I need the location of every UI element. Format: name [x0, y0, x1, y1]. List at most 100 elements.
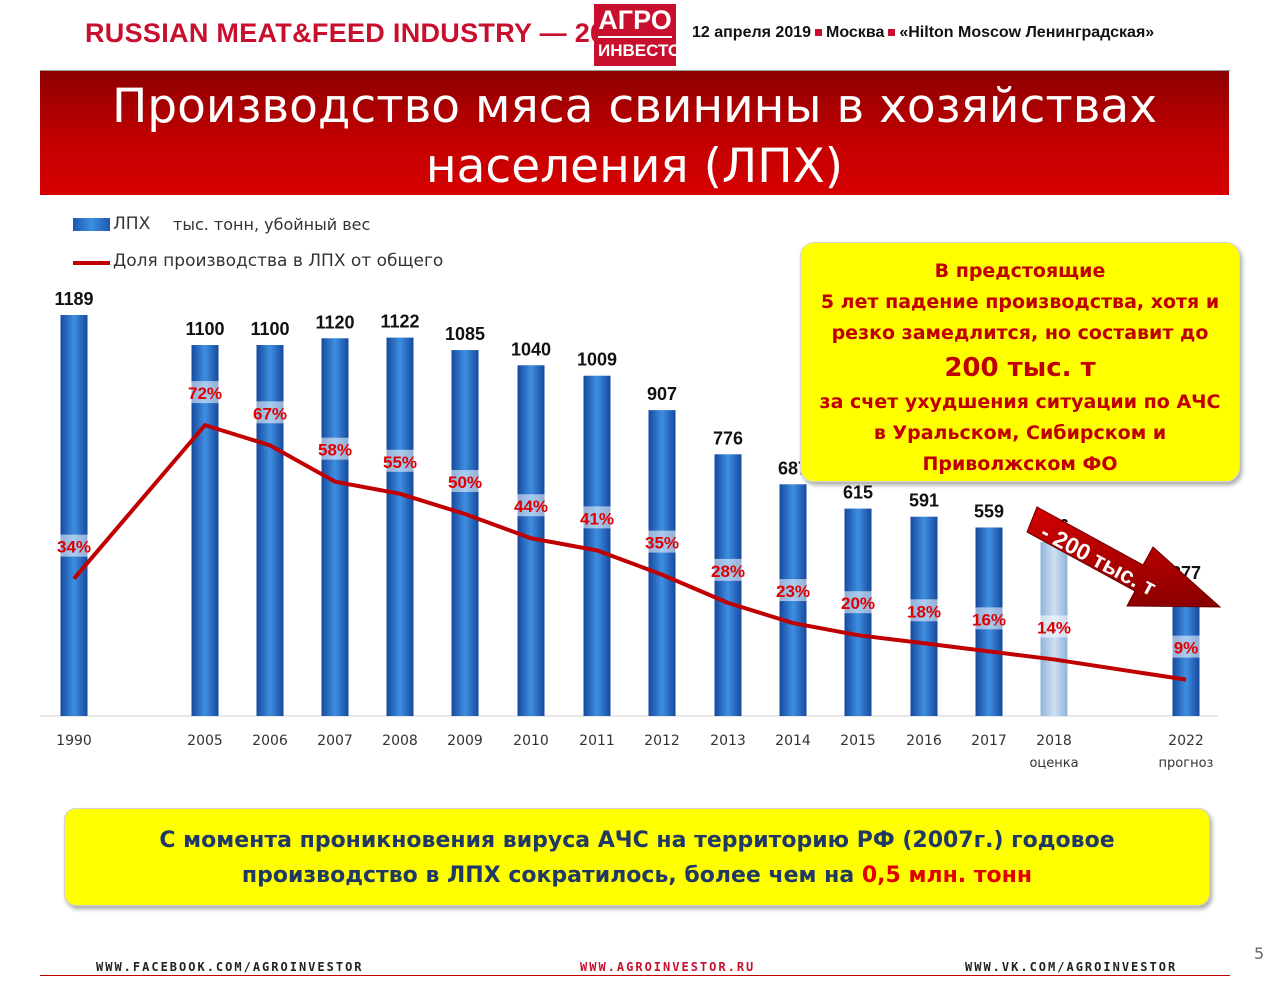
bar-label-band-2008 — [386, 449, 414, 472]
legend-bar-label: ЛПХ — [113, 214, 151, 234]
bar-label-band-2018 — [1040, 615, 1068, 638]
line-value-label: 55% — [383, 453, 417, 472]
footer-divider — [40, 975, 1230, 976]
callout-line5: в Уральском, Сибирском и — [873, 422, 1167, 444]
line-value-label: 41% — [580, 509, 614, 528]
bar-value-label: 591 — [909, 491, 939, 511]
footer-facebook-link[interactable]: WWW.FACEBOOK.COM/AGROINVESTOR — [96, 960, 364, 974]
line-value-label: 72% — [188, 384, 222, 403]
bar-2009 — [451, 350, 479, 716]
bar-2011 — [583, 375, 611, 716]
bar-value-label: 1100 — [250, 319, 289, 339]
x-tick-label: 2016 — [906, 733, 942, 749]
summary-line2-text: производство в ЛПХ сократилось, более че… — [241, 863, 862, 888]
line-value-label: 58% — [318, 441, 352, 460]
event-title: RUSSIAN MEAT&FEED INDUSTRY — 2019 — [85, 18, 636, 48]
bar-label-band-2016 — [910, 599, 938, 622]
x-tick-label: 2014 — [775, 733, 811, 749]
arrow-label: - 200 тыс. т — [1037, 518, 1161, 600]
bar-label-band-2013 — [714, 558, 742, 581]
summary-line2: производство в ЛПХ сократилось, более че… — [65, 858, 1209, 893]
bullet-square-icon — [888, 29, 896, 36]
bar-1990 — [60, 315, 88, 716]
footer-site-link[interactable]: WWW.AGROINVESTOR.RU — [580, 960, 756, 974]
title-line1: Производство мяса свинины в хозяйствах — [111, 79, 1158, 134]
line-value-label: 34% — [57, 538, 91, 557]
callout-line4: за счет ухудшения ситуации по АЧС — [819, 391, 1221, 413]
bar-value-label: 907 — [647, 384, 677, 404]
x-tick-label: 2022 — [1168, 733, 1204, 749]
event-venue: «Hilton Moscow Ленинградская» — [899, 24, 1155, 41]
bar-label-band-2010 — [517, 494, 545, 517]
line-value-label: 44% — [514, 497, 548, 516]
bar-value-label: 1040 — [511, 339, 551, 359]
footer-vk-link[interactable]: WWW.VK.COM/AGROINVESTOR — [965, 960, 1178, 974]
title-banner: Производство мяса свинины в хозяйствах н… — [40, 71, 1229, 195]
logo-line1: АГРО — [598, 5, 672, 35]
line-value-label: 9% — [1174, 639, 1199, 658]
x-tick-label: 2018 — [1036, 733, 1072, 749]
bar-value-label: 559 — [974, 501, 1004, 521]
bar-2008 — [386, 337, 414, 716]
down-arrow-icon: - 200 тыс. т — [1026, 506, 1222, 608]
summary-highlight: 0,5 млн. тонн — [861, 863, 1033, 888]
legend-line-label: Доля производства в ЛПХ от общего — [113, 251, 444, 271]
line-value-label: 50% — [448, 473, 482, 492]
event-city: Москва — [826, 24, 885, 41]
callout-line2: 5 лет падение производства, хотя и — [820, 291, 1220, 313]
x-tick-label: 1990 — [56, 733, 92, 749]
bar-2013 — [714, 454, 742, 716]
bar-value-label: 776 — [713, 428, 743, 448]
page-number: 5 — [1254, 944, 1265, 963]
legend-line-swatch-icon — [73, 261, 110, 265]
bar-value-label: 1122 — [380, 312, 419, 332]
bar-label-band-2012 — [648, 530, 676, 553]
bar-label-band-2007 — [321, 437, 349, 460]
agroinvestor-logo: АГРО ИНВЕСТОР — [594, 4, 693, 66]
title-line2: населения (ЛПХ) — [425, 139, 844, 194]
x-tick-label: 2010 — [513, 733, 549, 749]
bar-value-label: 1085 — [445, 324, 485, 344]
line-value-label: 28% — [711, 562, 745, 581]
bar-2006 — [256, 345, 284, 716]
bar-value-label: 615 — [843, 483, 873, 503]
bar-label-band-2006 — [256, 401, 284, 424]
line-value-label: 16% — [972, 610, 1006, 629]
x-tick-label: 2007 — [317, 733, 353, 749]
x-tick-label: 2011 — [579, 733, 615, 749]
event-info: 12 апреля 2019 Москва «Hilton Moscow Ленин… — [692, 24, 1154, 42]
x-tick-label: 2013 — [710, 733, 746, 749]
x-tick-label: 2006 — [252, 733, 288, 749]
callout-line6: Приволжском ФО — [922, 453, 1118, 475]
x-tick-label: 2015 — [840, 733, 876, 749]
bar-2005 — [191, 345, 219, 716]
x-tick-note: оценка — [1029, 756, 1078, 771]
header-divider — [40, 70, 1230, 71]
x-tick-note: прогноз — [1159, 756, 1214, 771]
bar-2007 — [321, 338, 349, 716]
event-date: 12 апреля 2019 — [692, 24, 812, 41]
bar-label-band-2009 — [451, 470, 479, 492]
x-tick-label: 2005 — [187, 733, 223, 749]
x-tick-label: 2008 — [382, 733, 418, 749]
line-value-label: 23% — [776, 582, 810, 601]
share-line-series — [72, 423, 1187, 682]
callout-highlight: 200 тыс. т — [944, 353, 1096, 383]
legend-bar-unit: тыс. тонн, убойный вес — [173, 215, 371, 234]
bar-label-band-2011 — [583, 506, 611, 529]
bar-label-band-2005 — [191, 381, 219, 404]
line-value-label: 35% — [645, 534, 679, 553]
bar-label-band-2014 — [779, 579, 807, 602]
callout-line1: В предстоящие — [934, 260, 1106, 282]
callout-line3: резко замедлится, но составит до — [831, 322, 1209, 344]
summary-line1: С момента проникновения вируса АЧС на те… — [159, 828, 1115, 853]
line-value-label: 67% — [253, 404, 287, 423]
bullet-square-icon — [815, 29, 823, 36]
summary-box: С момента проникновения вируса АЧС на те… — [64, 808, 1210, 906]
bar-label-band-1990 — [60, 534, 88, 557]
bar-label-band-2022 — [1172, 635, 1200, 658]
x-tick-label: 2017 — [971, 733, 1007, 749]
legend-bar-swatch-icon — [73, 218, 110, 231]
line-value-label: 20% — [841, 594, 875, 613]
